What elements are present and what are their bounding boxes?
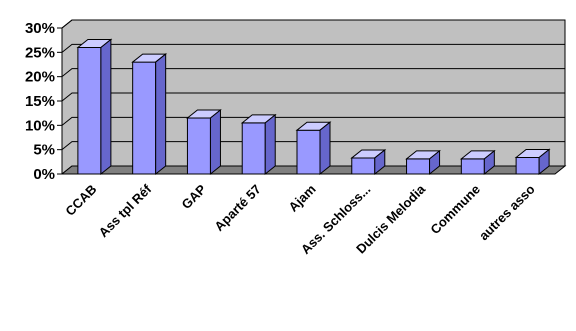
- gridline: [61, 68, 565, 78]
- gridline: [61, 116, 565, 126]
- bar-front: [241, 122, 266, 175]
- bar: [240, 113, 277, 176]
- bar-front: [406, 158, 431, 175]
- x-category-label: autres asso: [476, 181, 538, 243]
- gridline: [61, 92, 565, 102]
- bar-side: [538, 148, 550, 176]
- y-tick-label: 15%: [25, 93, 55, 110]
- bar-side: [374, 148, 386, 176]
- bar-front: [515, 156, 540, 175]
- bar-side: [319, 121, 331, 176]
- y-tick-label: 0%: [33, 166, 55, 183]
- bar-front: [132, 61, 157, 175]
- gridline: [61, 43, 565, 53]
- x-category-label: Aparté 57: [211, 182, 264, 235]
- bar: [514, 148, 551, 176]
- x-category-label: Commune: [427, 182, 483, 238]
- bar-side: [209, 108, 221, 176]
- bar: [405, 149, 441, 176]
- y-tick-label: 30%: [25, 20, 55, 37]
- bar-side: [429, 149, 441, 176]
- bar-front: [186, 117, 211, 175]
- bar: [459, 149, 496, 176]
- x-category-label: Ajam: [286, 182, 319, 215]
- y-tick-label: 10%: [25, 117, 55, 134]
- bar-side: [155, 53, 167, 176]
- bar: [186, 108, 222, 176]
- bar-front: [351, 157, 376, 175]
- bar: [131, 53, 168, 176]
- y-axis-ticks: 0% 5% 10% 15% 20% 25% 30%: [25, 20, 62, 183]
- y-tick-label: 20%: [25, 69, 55, 86]
- bar: [350, 148, 387, 176]
- gridline: [61, 19, 565, 29]
- bar-front: [296, 129, 321, 175]
- y-tick-label: 25%: [25, 44, 55, 61]
- y-tick-label: 5%: [33, 142, 55, 159]
- x-category-label: CCAB: [62, 182, 99, 219]
- bar-side: [483, 149, 495, 176]
- bar-side: [100, 38, 112, 176]
- bar: [76, 38, 113, 176]
- bar-side: [264, 113, 276, 176]
- x-category-label: Ass tpl Réf: [96, 181, 155, 240]
- bars: [76, 38, 551, 176]
- bar-front: [460, 158, 485, 175]
- x-category-label: GAP: [179, 181, 210, 212]
- bar: [295, 121, 332, 176]
- bar-front: [77, 46, 102, 175]
- gridline: [61, 141, 565, 151]
